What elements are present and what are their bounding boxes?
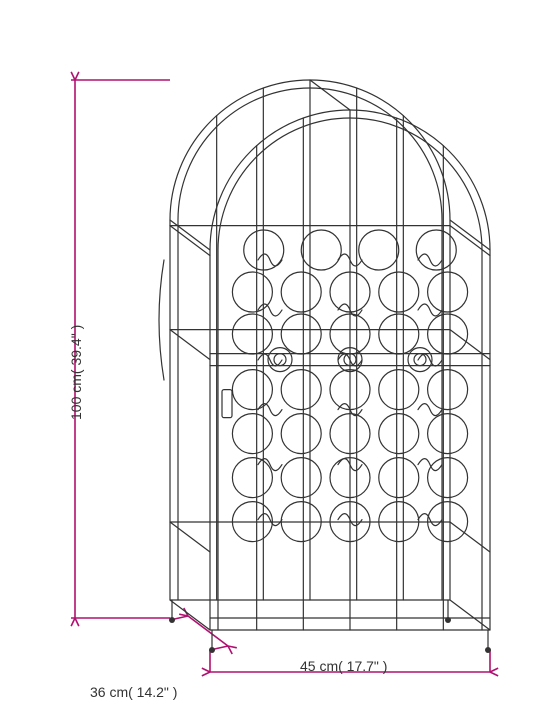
depth-dimension-label: 36 cm( 14.2" ) xyxy=(90,684,177,700)
diagram-canvas: 100 cm( 39.4" ) 36 cm( 14.2" ) 45 cm( 17… xyxy=(0,0,540,720)
height-dimension-label: 100 cm( 39.4" ) xyxy=(68,325,84,420)
width-dimension-label: 45 cm( 17.7" ) xyxy=(300,658,387,674)
